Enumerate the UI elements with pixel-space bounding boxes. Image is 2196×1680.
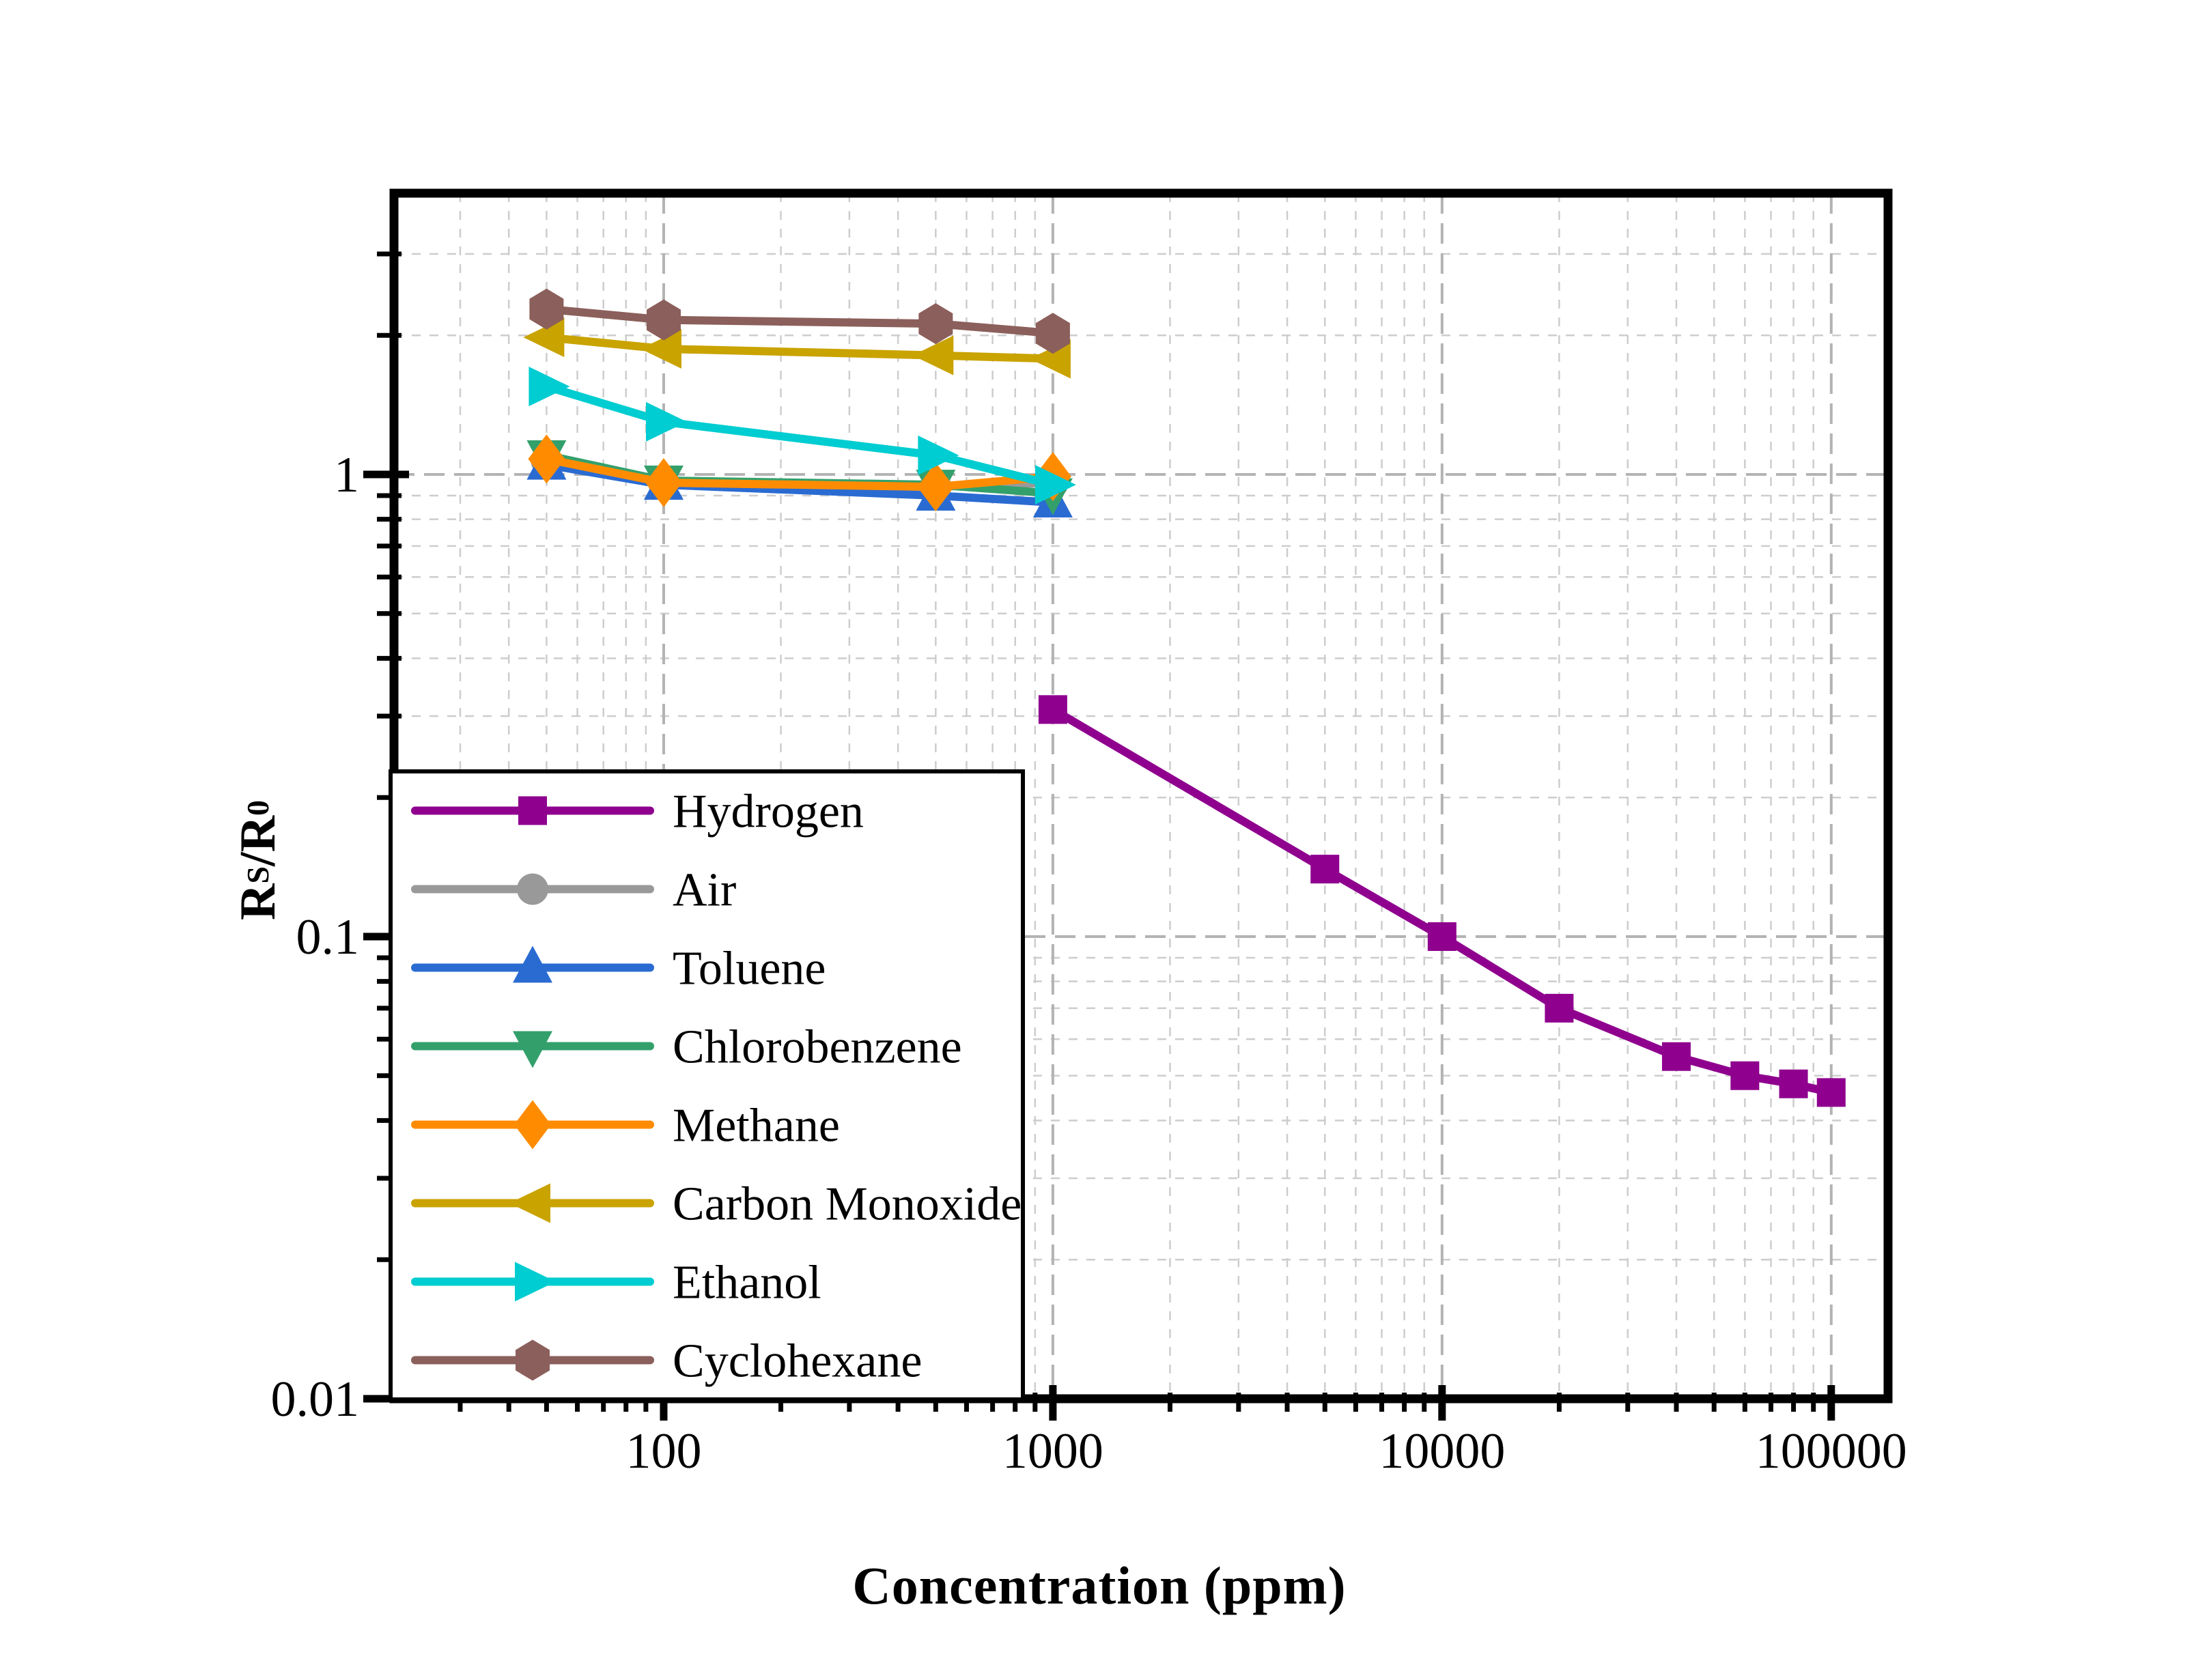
series-marker-ethanol	[918, 435, 959, 475]
legend-marker-methane	[514, 1100, 551, 1150]
series-line-ethanol	[542, 382, 1057, 489]
series-marker-hydrogen	[1038, 695, 1067, 724]
legend-marker-ethanol	[515, 1262, 556, 1302]
series-marker-methane	[645, 458, 682, 508]
legend-label-air: Air	[673, 864, 736, 917]
legend-marker-toluene	[513, 945, 552, 983]
y-axis-title: R S/R 0	[229, 800, 286, 920]
series-marker-cyclohexane	[646, 299, 681, 341]
legend-label-methane: Methane	[673, 1100, 840, 1152]
legend-label-ethanol: Ethanol	[673, 1257, 821, 1309]
legend-label-chlorobenzene: Chlorobenzene	[673, 1021, 962, 1074]
y-axis-title-base2: /R	[229, 815, 286, 866]
series-marker-ethanol	[1034, 465, 1076, 505]
x-tick-label-100000: 100000	[1756, 1423, 1907, 1479]
legend-marker-air	[517, 873, 548, 905]
legend-label-toluene: Toluene	[673, 943, 826, 995]
x-axis-title: Concentration (ppm)	[852, 1556, 1347, 1615]
series-marker-hydrogen	[1427, 922, 1456, 952]
x-tick-label-1000: 1000	[1002, 1423, 1103, 1479]
legend-marker-chlorobenzene	[513, 1031, 552, 1068]
legend-marker-cyclohexane	[516, 1339, 550, 1381]
series-marker-methane	[528, 434, 565, 484]
y-axis-title-base1: R	[229, 883, 286, 920]
legend-box	[389, 769, 1025, 1401]
series-line-carbon-monoxide	[542, 333, 1057, 363]
legend-label-carbon-monoxide: Carbon Monoxide	[673, 1178, 1022, 1231]
series-marker-hydrogen	[1779, 1069, 1808, 1098]
series-marker-hydrogen	[1545, 993, 1574, 1023]
series-marker-hydrogen	[1661, 1042, 1691, 1071]
series-marker-cyclohexane	[529, 288, 564, 330]
series-marker-ethanol	[529, 367, 570, 407]
y-tick-label-0.1: 0.1	[296, 909, 360, 965]
series-marker-hydrogen	[1730, 1061, 1760, 1090]
x-tick-label-100: 100	[625, 1423, 701, 1479]
series-line-cyclohexane	[542, 304, 1057, 338]
series-marker-carbon-monoxide	[523, 317, 565, 358]
series-marker-hydrogen	[1816, 1078, 1846, 1107]
series-marker-carbon-monoxide	[912, 335, 954, 375]
legend-marker-carbon-monoxide	[509, 1183, 550, 1223]
y-tick-label-0.01: 0.01	[271, 1371, 360, 1427]
series-marker-ethanol	[645, 401, 687, 442]
x-tick-label-10000: 10000	[1379, 1423, 1505, 1479]
series-marker-cyclohexane	[918, 303, 953, 345]
series-marker-carbon-monoxide	[640, 328, 681, 369]
series-line-methane	[542, 455, 1057, 492]
legend-marker-hydrogen	[518, 796, 547, 825]
series-marker-hydrogen	[1310, 855, 1340, 884]
series-marker-cyclohexane	[1035, 313, 1070, 354]
legend-label-hydrogen: Hydrogen	[673, 786, 864, 838]
series-marker-methane	[917, 462, 955, 512]
y-tick-label-1: 1	[334, 447, 359, 503]
legend-label-cyclohexane: Cyclohexane	[673, 1335, 922, 1388]
